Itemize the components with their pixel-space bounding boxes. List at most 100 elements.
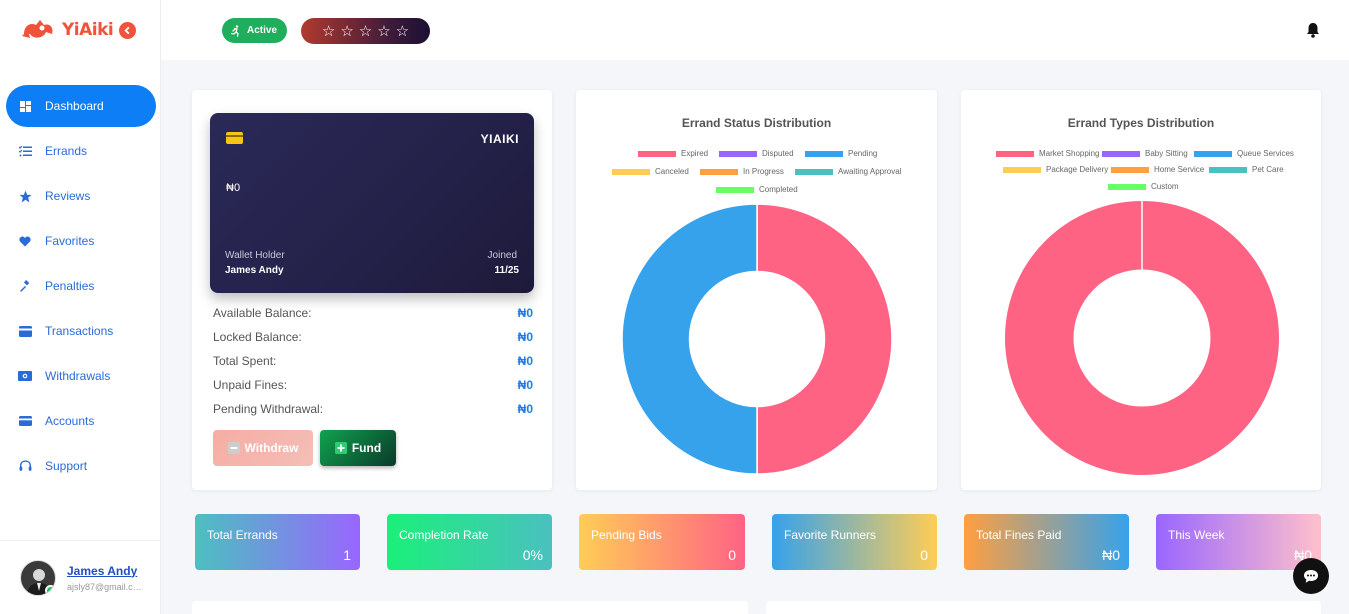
balance-value: ₦0 xyxy=(517,330,533,344)
legend-label: Disputed xyxy=(762,149,794,158)
fund-button[interactable]: Fund xyxy=(320,430,396,466)
stat-value: ₦0 xyxy=(1102,547,1120,563)
logo-text: YiAiki xyxy=(62,20,114,40)
star-icon xyxy=(18,189,32,203)
legend-label: Canceled xyxy=(655,167,689,176)
sidebar-item-accounts[interactable]: Accounts xyxy=(6,400,156,442)
sidebar-item-label: Transactions xyxy=(45,324,114,338)
stat-label: Completion Rate xyxy=(399,528,489,542)
legend-item: Disputed xyxy=(719,149,794,158)
legend-swatch xyxy=(1003,166,1041,173)
balance-row: Locked Balance: ₦0 xyxy=(213,330,533,346)
sidebar: YiAiki Dashboard Errands Reviews xyxy=(0,0,161,614)
slice-pending[interactable] xyxy=(621,203,758,475)
sidebar-item-support[interactable]: Support xyxy=(6,445,156,487)
bottom-card-left xyxy=(192,601,748,614)
wallet-holder-name: James Andy xyxy=(225,265,284,276)
legend-label: Awaiting Approval xyxy=(838,167,902,176)
online-status-indicator xyxy=(45,584,55,595)
sidebar-item-label: Reviews xyxy=(45,189,91,203)
sidebar-item-label: Support xyxy=(45,459,88,473)
wallet-holder-label: Wallet Holder xyxy=(225,250,285,261)
logo[interactable]: YiAiki xyxy=(20,14,137,46)
legend-label: Baby Sitting xyxy=(1145,149,1188,158)
sidebar-item-penalties[interactable]: Penalties xyxy=(6,265,156,307)
list-check-icon xyxy=(18,144,32,158)
notification-bell-icon[interactable] xyxy=(1306,22,1322,40)
user-profile[interactable]: James Andy ajsly87@gmail.com xyxy=(0,540,161,614)
legend-swatch xyxy=(795,168,833,175)
legend-item: Completed xyxy=(716,185,798,194)
legend-label: Expired xyxy=(681,149,709,158)
sidebar-item-label: Errands xyxy=(45,144,88,158)
legend-swatch xyxy=(805,150,843,157)
grid-icon xyxy=(18,99,32,113)
heart-icon xyxy=(18,234,32,248)
legend-swatch xyxy=(996,150,1034,157)
balance-value: ₦0 xyxy=(517,402,533,416)
withdraw-button[interactable]: Withdraw xyxy=(213,430,313,466)
balance-row: Unpaid Fines: ₦0 xyxy=(213,378,533,394)
balance-row: Total Spent: ₦0 xyxy=(213,354,533,370)
donut-chart xyxy=(621,203,893,475)
sidebar-item-favorites[interactable]: Favorites xyxy=(6,220,156,262)
sidebar-item-label: Dashboard xyxy=(45,99,104,113)
balance-label: Available Balance: xyxy=(213,306,312,320)
wallet-card: YIAIKI ₦0 Wallet Holder James Andy Joine… xyxy=(210,113,534,293)
legend-swatch xyxy=(1108,183,1146,190)
credit-card-icon xyxy=(18,414,32,428)
status-label: Active xyxy=(247,25,278,36)
sidebar-item-dashboard[interactable]: Dashboard xyxy=(6,85,156,127)
avatar[interactable] xyxy=(20,559,56,596)
stat-card-completion-rate[interactable]: Completion Rate 0% xyxy=(387,514,552,570)
sidebar-item-errands[interactable]: Errands xyxy=(6,130,156,172)
stat-card-favorite-runners[interactable]: Favorite Runners 0 xyxy=(772,514,937,570)
star-icon: ☆ xyxy=(340,22,354,40)
running-icon xyxy=(230,24,239,37)
sidebar-item-transactions[interactable]: Transactions xyxy=(6,310,156,352)
withdraw-label: Withdraw xyxy=(244,441,299,455)
legend-label: Queue Services xyxy=(1237,149,1294,158)
legend-item: Market Shopping xyxy=(996,149,1099,158)
fund-label: Fund xyxy=(351,441,382,455)
chart-title: Errand Types Distribution xyxy=(1067,116,1215,130)
legend-item: Expired xyxy=(638,149,708,158)
legend-swatch xyxy=(716,186,754,193)
slice-expired[interactable] xyxy=(756,203,893,475)
sidebar-item-withdrawals[interactable]: Withdrawals xyxy=(6,355,156,397)
legend-swatch xyxy=(1209,166,1247,173)
star-icon: ☆ xyxy=(377,22,391,40)
legend-item: Queue Services xyxy=(1194,149,1294,158)
collapse-sidebar-button[interactable] xyxy=(119,21,137,39)
legend-item: Pending xyxy=(805,149,877,158)
stat-card-total-errands[interactable]: Total Errands 1 xyxy=(195,514,360,570)
balance-label: Pending Withdrawal: xyxy=(213,402,324,416)
legend-swatch xyxy=(719,150,757,157)
sidebar-item-reviews[interactable]: Reviews xyxy=(6,175,156,217)
bottom-card-right xyxy=(766,601,1321,614)
stat-value: 0% xyxy=(522,547,543,563)
legend-swatch xyxy=(612,168,650,175)
errand-types-chart: Errand Types Distribution Market Shoppin… xyxy=(961,90,1321,490)
minus-icon xyxy=(227,442,240,454)
legend-item: Pet Care xyxy=(1209,165,1284,174)
legend-label: Package Delivery xyxy=(1046,165,1109,174)
balance-value: ₦0 xyxy=(517,378,533,392)
balance-label: Locked Balance: xyxy=(213,330,302,344)
errand-status-chart: Errand Status Distribution Expired Dispu… xyxy=(576,90,937,490)
stat-card-pending-bids[interactable]: Pending Bids 0 xyxy=(579,514,745,570)
star-icon: ☆ xyxy=(321,22,336,40)
balance-value: ₦0 xyxy=(517,354,533,368)
legend-item: Canceled xyxy=(612,167,689,176)
chat-button[interactable] xyxy=(1293,558,1329,594)
logo-mark-icon xyxy=(20,16,56,44)
money-icon xyxy=(18,369,32,383)
balance-row: Pending Withdrawal: ₦0 xyxy=(213,402,533,418)
plus-icon xyxy=(334,442,347,454)
user-name[interactable]: James Andy xyxy=(67,563,138,578)
stat-card-total-fines-paid[interactable]: Total Fines Paid ₦0 xyxy=(964,514,1129,570)
legend-swatch xyxy=(700,168,738,175)
stat-card-this-week[interactable]: This Week ₦0 xyxy=(1156,514,1321,570)
star-icon: ☆ xyxy=(358,22,373,40)
legend-item: In Progress xyxy=(700,167,784,176)
